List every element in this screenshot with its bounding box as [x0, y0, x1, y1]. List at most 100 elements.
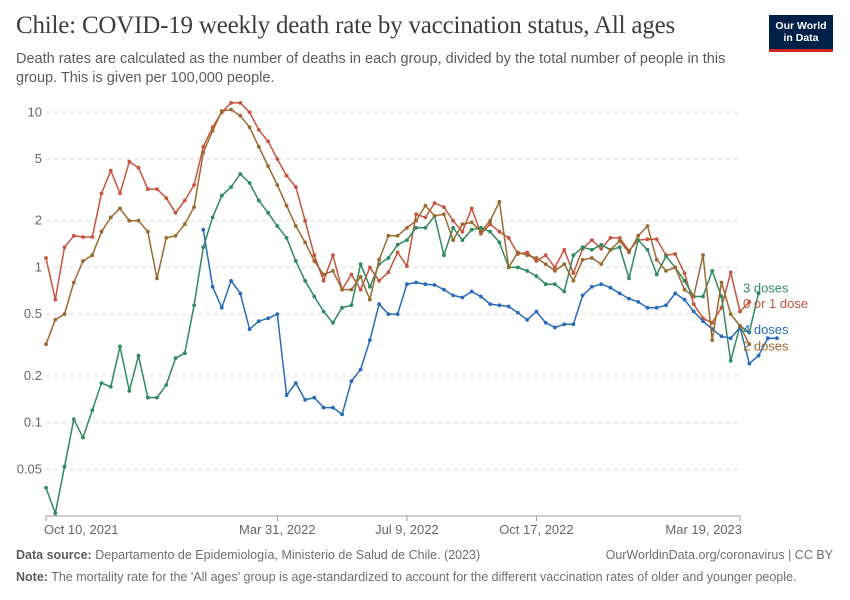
legend-label[interactable]: 3 doses — [743, 281, 789, 296]
data-point-2-doses — [210, 128, 215, 133]
data-point-3-doses — [368, 284, 372, 289]
data-point-2-doses — [728, 312, 733, 316]
data-point-0-or-1-dose — [81, 235, 85, 239]
data-point-4-doses — [645, 305, 650, 310]
data-point-3-doses — [534, 274, 539, 278]
data-point-3-doses — [617, 245, 622, 250]
data-point-2-doses — [617, 239, 622, 243]
data-point-3-doses — [331, 320, 335, 325]
data-point-4-doses — [599, 282, 604, 287]
data-point-0-or-1-dose — [136, 165, 141, 170]
data-point-4-doses — [451, 293, 455, 298]
data-point-3-doses — [312, 294, 317, 299]
data-point-2-doses — [358, 274, 363, 279]
data-point-0-or-1-dose — [99, 191, 104, 196]
data-point-0-or-1-dose — [293, 185, 298, 189]
data-point-4-doses — [719, 334, 724, 339]
data-point-4-doses — [654, 305, 659, 310]
data-point-0-or-1-dose — [118, 191, 122, 196]
data-point-3-doses — [654, 272, 659, 277]
data-point-3-doses — [53, 511, 58, 516]
data-point-4-doses — [368, 338, 372, 342]
owid-logo[interactable]: Our World in Data — [769, 15, 833, 52]
grid-lines — [46, 111, 740, 470]
data-point-3-doses — [710, 269, 715, 273]
data-point-0-or-1-dose — [90, 235, 95, 239]
series-line-2-doses[interactable] — [45, 108, 750, 345]
data-point-0-or-1-dose — [590, 238, 594, 243]
data-point-4-doses — [664, 303, 668, 308]
data-point-4-doses — [349, 379, 354, 383]
data-point-4-doses — [525, 317, 530, 322]
data-point-0-or-1-dose — [738, 309, 742, 314]
data-point-0-or-1-dose — [432, 201, 437, 206]
data-point-0-or-1-dose — [349, 272, 354, 277]
data-point-3-doses — [645, 247, 650, 252]
data-point-3-doses — [747, 330, 752, 335]
legend-label[interactable]: 0 or 1 dose — [743, 296, 808, 311]
data-point-3-doses — [442, 253, 446, 258]
data-point-3-doses — [229, 185, 234, 189]
y-axis-tick-labels: 10 5 2 1 0.5 0.2 0.1 0.05 — [17, 104, 42, 476]
data-point-3-doses — [145, 395, 150, 400]
data-point-3-doses — [451, 225, 455, 230]
data-point-3-doses — [173, 356, 178, 361]
data-point-0-or-1-dose — [617, 236, 622, 240]
data-point-0-or-1-dose — [386, 270, 391, 275]
data-point-3-doses — [636, 238, 641, 243]
data-point-4-doses — [284, 393, 289, 398]
legend-label[interactable]: 4 doses — [743, 322, 789, 337]
data-point-4-doses — [331, 405, 335, 410]
data-point-4-doses — [293, 381, 298, 385]
data-point-4-doses — [414, 280, 418, 285]
data-point-3-doses — [118, 344, 122, 349]
data-point-4-doses — [488, 302, 493, 306]
data-point-3-doses — [192, 303, 197, 308]
data-point-2-doses — [81, 259, 85, 263]
data-point-2-doses — [164, 236, 169, 240]
x-tick-label: Mar 19, 2023 — [665, 522, 742, 537]
data-point-3-doses — [682, 278, 687, 283]
data-point-0-or-1-dose — [534, 259, 539, 263]
data-point-0-or-1-dose — [497, 229, 502, 234]
legend-label[interactable]: 2 doses — [743, 338, 789, 353]
data-point-3-doses — [488, 229, 493, 234]
logo-line-1: Our World — [775, 20, 827, 32]
series-line-3-doses[interactable] — [45, 173, 760, 515]
data-point-2-doses — [608, 247, 613, 252]
data-point-3-doses — [460, 238, 465, 243]
y-tick-label: 0.05 — [17, 461, 42, 476]
data-point-2-doses — [219, 109, 224, 113]
data-point-0-or-1-dose — [155, 187, 159, 192]
data-point-4-doses — [756, 353, 761, 358]
data-point-0-or-1-dose — [331, 253, 335, 258]
data-point-3-doses — [340, 305, 344, 310]
data-point-0-or-1-dose — [284, 173, 289, 178]
data-point-3-doses — [321, 309, 326, 314]
data-point-2-doses — [201, 150, 206, 155]
data-point-0-or-1-dose — [256, 127, 261, 132]
data-point-2-doses — [331, 269, 335, 273]
data-point-4-doses — [312, 395, 317, 400]
data-point-2-doses — [571, 278, 576, 283]
data-point-4-doses — [432, 283, 437, 287]
data-point-3-doses — [71, 417, 76, 422]
data-point-2-doses — [664, 269, 668, 273]
data-point-4-doses — [562, 322, 567, 327]
data-point-3-doses — [127, 389, 132, 393]
data-point-2-doses — [701, 253, 705, 258]
data-point-2-doses — [108, 215, 113, 220]
data-point-3-doses — [664, 254, 668, 259]
series-line-0-or-1-dose[interactable] — [45, 102, 750, 324]
data-point-0-or-1-dose — [747, 300, 752, 304]
data-point-4-doses — [405, 282, 409, 287]
data-point-3-doses — [469, 227, 474, 232]
data-point-2-doses — [62, 312, 67, 316]
series-line-4-doses[interactable] — [202, 229, 777, 416]
credit-link[interactable]: OurWorldinData.org/coronavirus | CC BY — [605, 548, 833, 562]
data-point-3-doses — [414, 225, 418, 230]
line-chart: 10 5 2 1 0.5 0.2 0.1 0.05 Oct 10, 2021 Mar 31, 2… — [17, 101, 808, 537]
data-point-4-doses — [691, 309, 696, 314]
data-point-0-or-1-dose — [247, 110, 252, 115]
